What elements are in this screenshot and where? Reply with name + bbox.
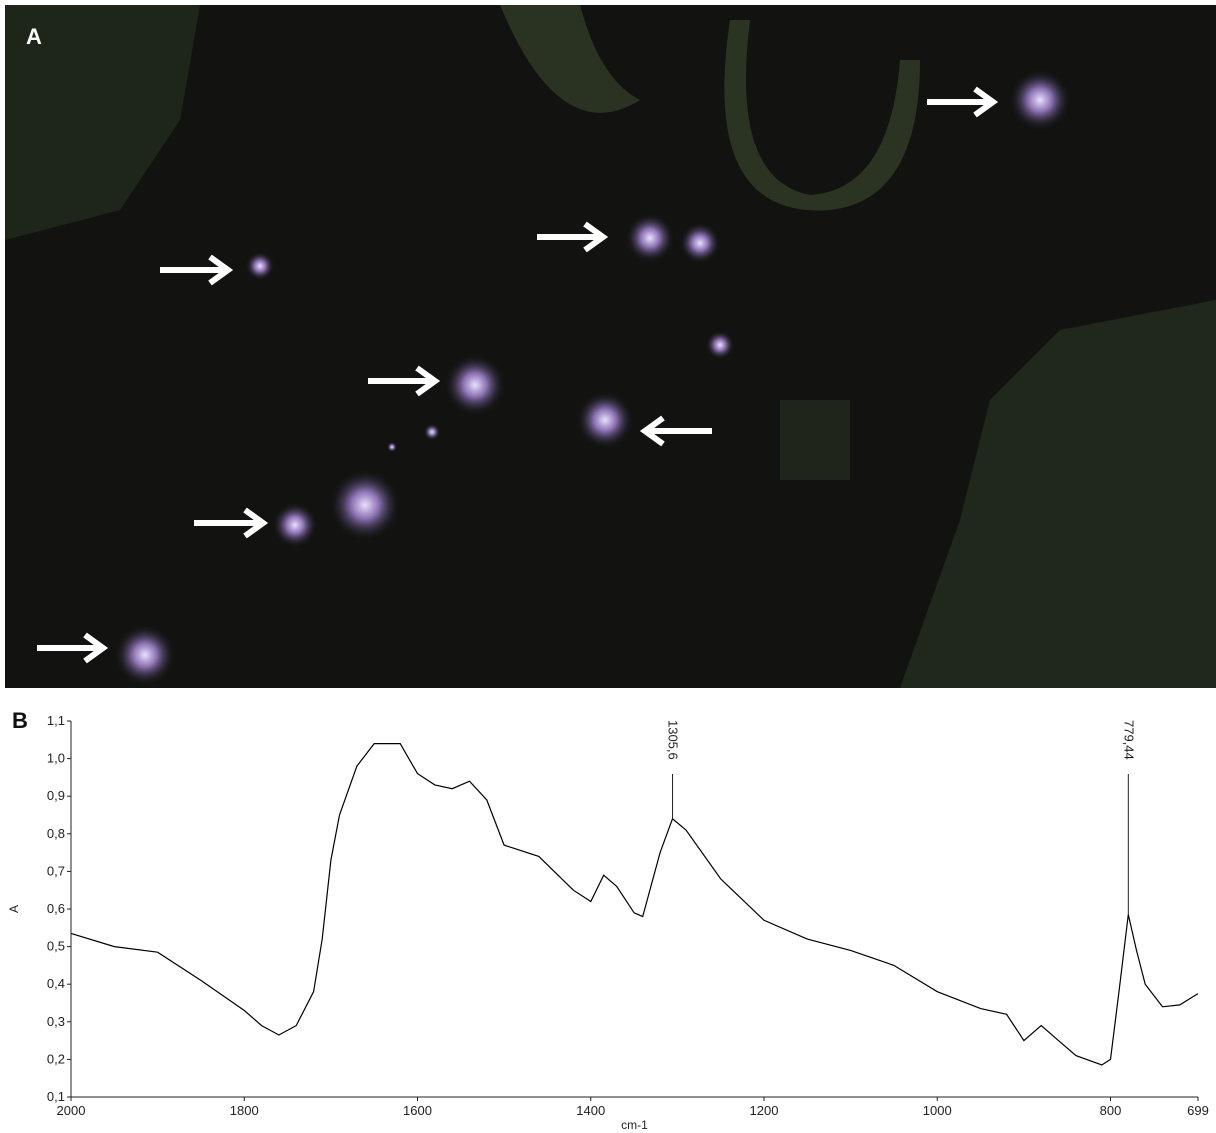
x-tick-label: 800 [1100,1103,1122,1118]
y-axis-label: A [7,905,21,913]
y-tick-label: 0,8 [47,826,65,841]
x-axis-label: cm-1 [621,1118,648,1132]
x-tick-label: 699 [1187,1103,1209,1118]
spectrum-chart: 0,1 0,2 0,3 0,4 0,5 0,6 0,7 0,8 0,9 1,0 1,1 2000 180… [7,713,1209,1132]
tissue-gap [780,400,850,480]
panel-label: B [12,708,28,733]
x-tick-label: 1400 [576,1103,605,1118]
y-tick-label: 0,5 [47,939,65,954]
y-tick-label: 1,1 [47,713,65,728]
figure: A B 0,1 0,2 0,3 0,4 0,5 0,6 0,7 0,8 0,9 1,0 1,1 200… [0,0,1216,1133]
y-tick-label: 0,1 [47,1089,65,1104]
x-tick-label: 2000 [57,1103,86,1118]
panel-label: A [26,24,42,49]
x-tick-label: 1000 [923,1103,952,1118]
x-tick-label: 1800 [230,1103,259,1118]
annotation-label: 779,44 [1121,720,1136,760]
y-tick-label: 0,9 [47,788,65,803]
y-tick-label: 0,6 [47,901,65,916]
micrograph: A [5,5,1216,688]
x-tick-label: 1600 [403,1103,432,1118]
y-tick-label: 1,0 [47,751,65,766]
spectrum-line [71,744,1198,1065]
x-tick-label: 1200 [750,1103,779,1118]
y-tick-label: 0,2 [47,1051,65,1066]
y-tick-label: 0,4 [47,976,65,991]
y-tick-label: 0,7 [47,863,65,878]
y-tick-label: 0,3 [47,1014,65,1029]
annotation-label: 1305,6 [666,720,681,760]
